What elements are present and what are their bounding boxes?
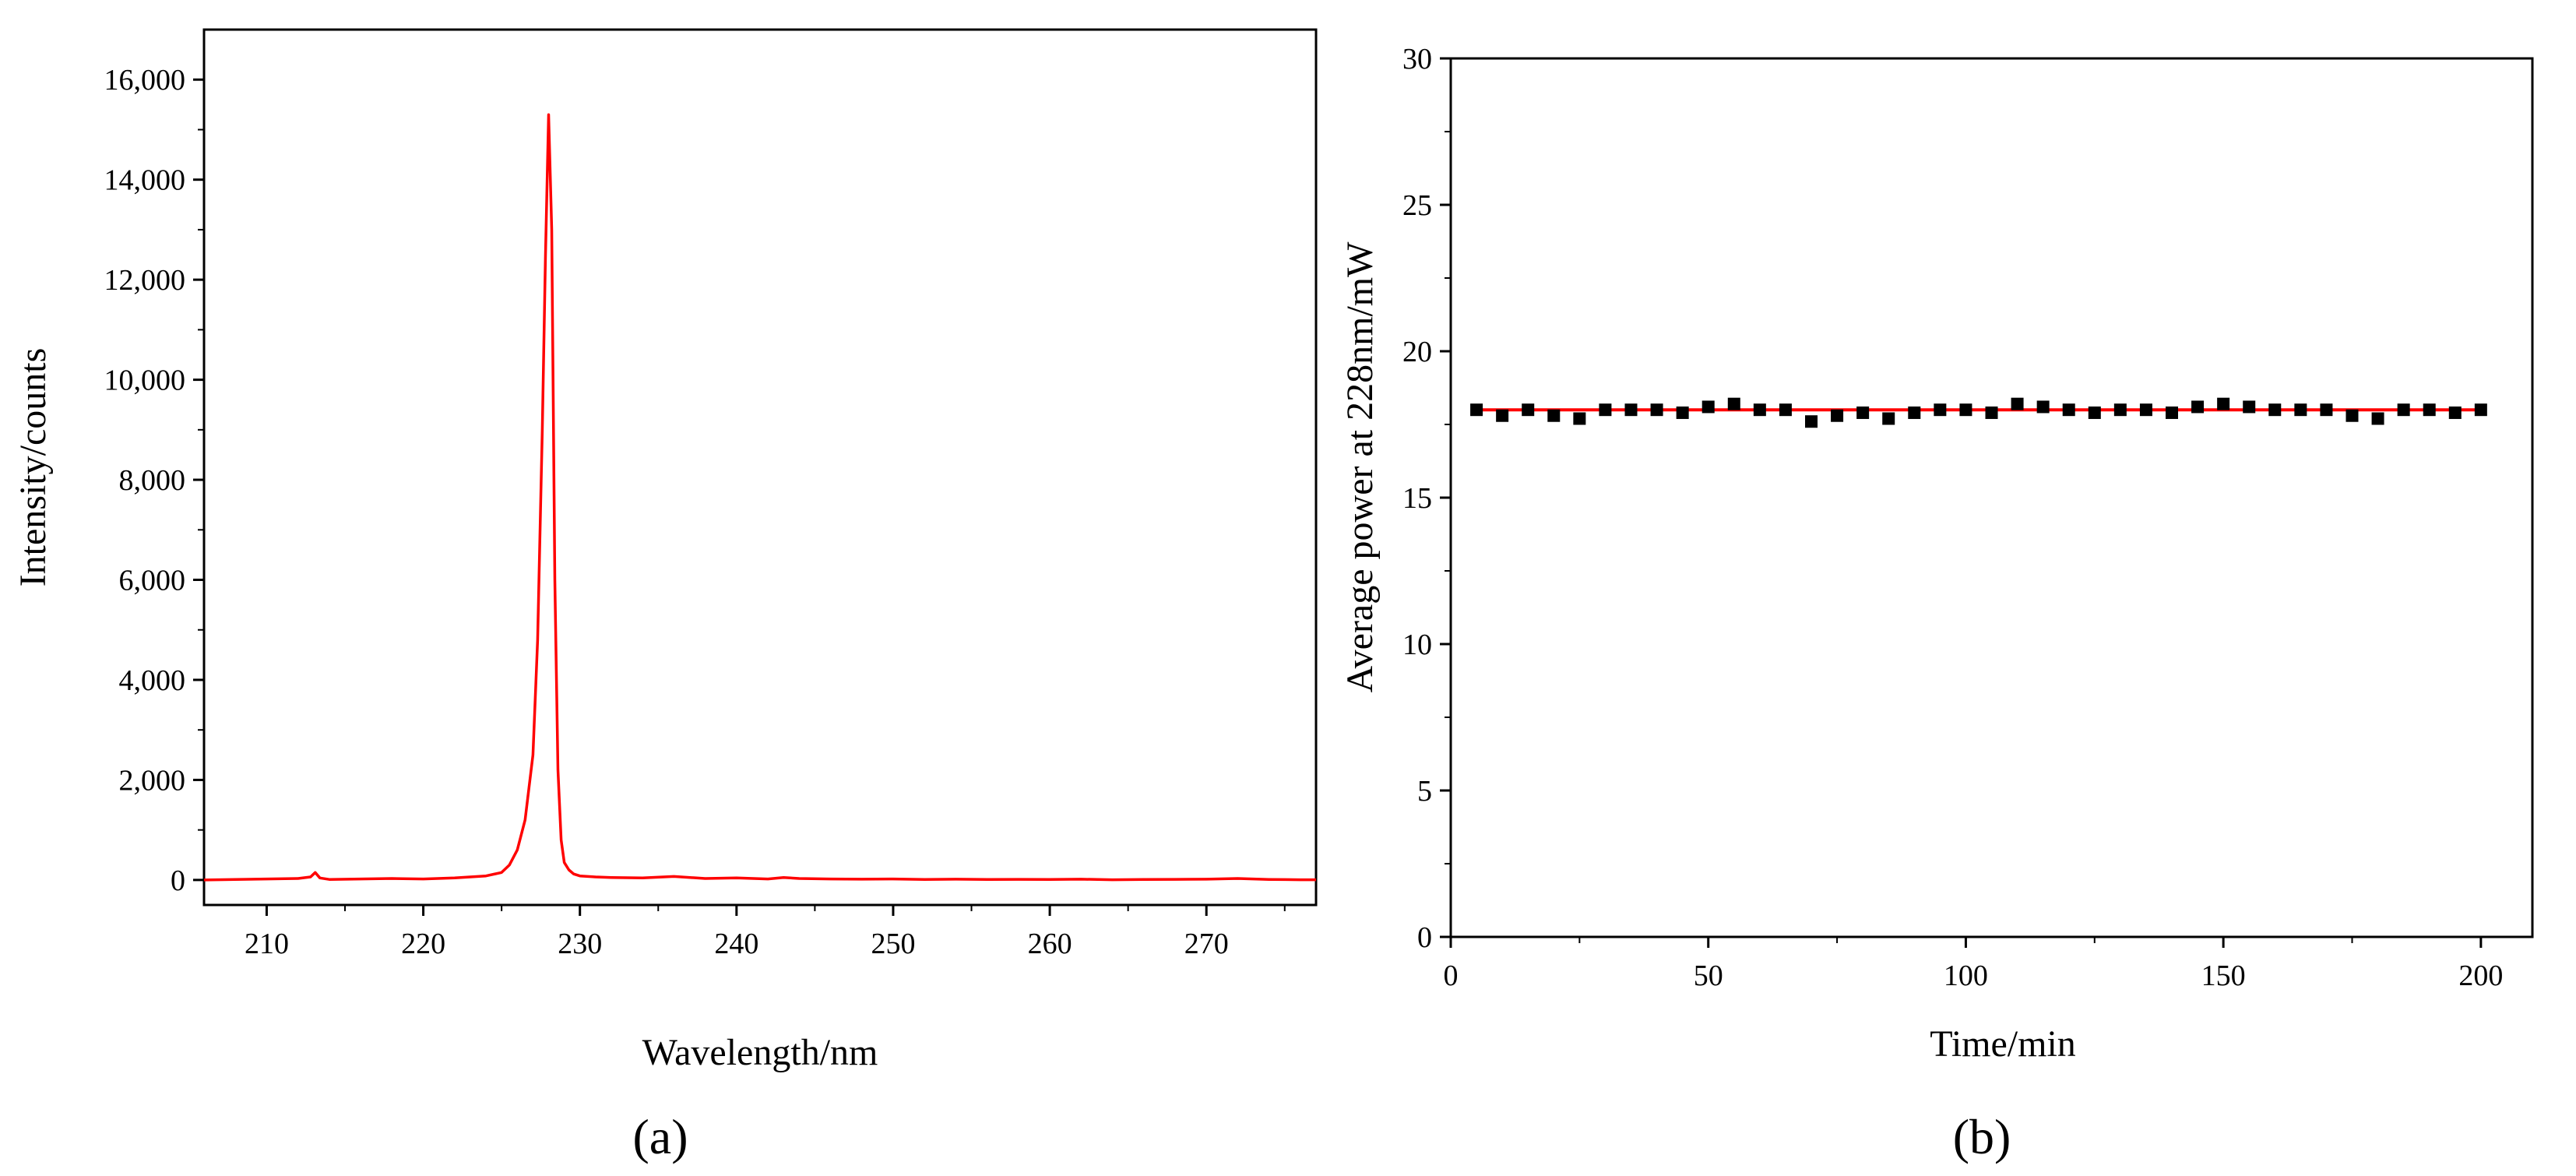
a-x-tick-label-210: 210 — [245, 928, 289, 960]
spectrum-line — [203, 113, 1316, 882]
a-x-tick-label-220: 220 — [401, 928, 445, 960]
a-x-tick-label-260: 260 — [1028, 928, 1072, 960]
data-point — [2320, 403, 2333, 417]
a-x-tick-label-270: 270 — [1184, 928, 1229, 960]
b-y-tick-label-25: 25 — [1402, 189, 1432, 222]
b-y-tick-label-20: 20 — [1402, 336, 1432, 368]
b-y-tick-label-30: 30 — [1402, 43, 1432, 76]
b-y-tick-label-5: 5 — [1417, 775, 1432, 808]
panel-a-chart: 210 220 230 240 250 260 270 0 2,000 4,000 6,000 8,0… — [12, 28, 1318, 1164]
a-y-tick-label-0: 0 — [171, 864, 185, 897]
data-point — [1934, 403, 1947, 417]
data-point — [1624, 403, 1638, 417]
data-point — [1496, 409, 1509, 422]
data-point — [2243, 400, 2256, 414]
data-point — [2423, 403, 2436, 417]
data-point — [1805, 415, 1818, 428]
data-point — [1959, 403, 1972, 417]
a-y-tick-label-6000: 6,000 — [119, 565, 186, 597]
a-x-tick-label-240: 240 — [714, 928, 758, 960]
panel-b-ticks: 0 50 100 150 200 0 5 10 15 20 25 30 — [1402, 43, 2503, 992]
panel-a-spectrum — [203, 113, 1316, 882]
panel-b-chart: 0 50 100 150 200 0 5 10 15 20 25 30 Time/min Averag… — [1339, 43, 2534, 1164]
a-y-tick-label-4000: 4,000 — [119, 664, 186, 697]
a-x-tick-label-250: 250 — [871, 928, 915, 960]
data-point — [2166, 406, 2178, 419]
b-x-tick-label-0: 0 — [1444, 959, 1459, 992]
data-point — [1676, 406, 1689, 419]
data-point — [2397, 403, 2410, 417]
data-point — [2268, 403, 2282, 417]
data-point — [2113, 403, 2127, 417]
b-x-tick-label-100: 100 — [1944, 959, 1988, 992]
panel-b-frame — [1449, 57, 2534, 938]
panel-b-label: (b) — [1953, 1109, 2011, 1164]
panel-b-points — [1470, 397, 2487, 428]
data-point — [2371, 412, 2384, 425]
data-point — [1985, 406, 1998, 419]
data-point — [1779, 403, 1792, 417]
data-point — [1753, 403, 1766, 417]
data-point — [2345, 409, 2359, 422]
data-point — [1547, 409, 1561, 422]
data-point — [1831, 409, 1844, 422]
b-x-tick-label-200: 200 — [2458, 959, 2503, 992]
data-point — [2062, 403, 2075, 417]
data-point — [1882, 412, 1895, 425]
a-x-tick-label-230: 230 — [558, 928, 602, 960]
data-point — [1522, 403, 1535, 417]
data-point — [2448, 406, 2462, 419]
data-point — [2294, 403, 2307, 417]
data-point — [2139, 403, 2152, 417]
data-point — [1599, 403, 1612, 417]
data-point — [2217, 397, 2230, 410]
panel-b-y-axis-title: Average power at 228nm/mW — [1339, 241, 1381, 693]
panel-b-x-axis-title: Time/min — [1930, 1023, 2076, 1065]
data-point — [1470, 403, 1483, 417]
panel-a-ticks: 210 220 230 240 250 260 270 0 2,000 4,000 6,000 8,0… — [104, 64, 1286, 960]
a-y-tick-label-14000: 14,000 — [104, 164, 186, 197]
panel-a-label: (a) — [632, 1109, 688, 1164]
data-point — [1727, 397, 1740, 410]
b-y-tick-label-0: 0 — [1417, 921, 1432, 954]
data-point — [2011, 397, 2024, 410]
b-x-tick-label-150: 150 — [2201, 959, 2246, 992]
b-x-tick-label-50: 50 — [1694, 959, 1723, 992]
data-point — [1856, 406, 1870, 419]
b-y-tick-label-15: 15 — [1402, 482, 1432, 515]
data-point — [1908, 406, 1921, 419]
data-point — [2474, 403, 2487, 417]
a-y-tick-label-12000: 12,000 — [104, 264, 186, 297]
data-point — [2088, 406, 2101, 419]
data-point — [1650, 403, 1663, 417]
a-y-tick-label-16000: 16,000 — [104, 64, 186, 97]
panel-a-x-axis-title: Wavelength/nm — [642, 1032, 878, 1073]
a-y-tick-label-8000: 8,000 — [119, 464, 186, 497]
panel-a-y-axis-title: Intensity/counts — [12, 348, 54, 587]
data-point — [1573, 412, 1586, 425]
a-y-tick-label-2000: 2,000 — [119, 764, 186, 797]
panel-a-frame — [202, 28, 1318, 907]
a-y-tick-label-10000: 10,000 — [104, 364, 186, 397]
data-point — [2036, 400, 2050, 414]
b-y-tick-label-10: 10 — [1402, 628, 1432, 661]
data-point — [2191, 400, 2205, 414]
data-point — [1701, 400, 1715, 414]
